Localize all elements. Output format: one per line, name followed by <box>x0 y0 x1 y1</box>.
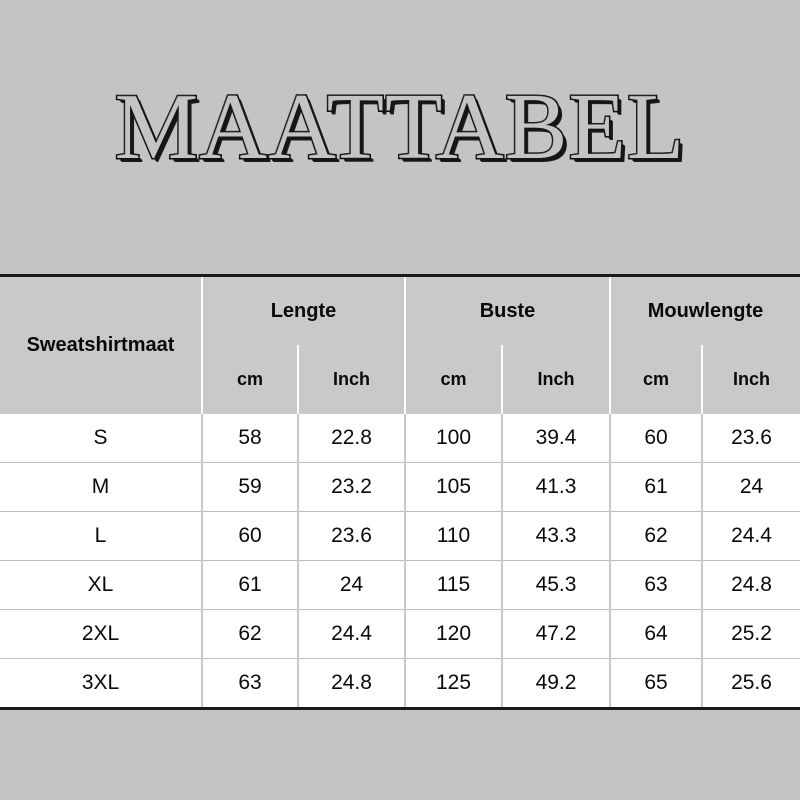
cell-buste-inch: 43.3 <box>500 511 612 561</box>
cell-lengte-inch: 24.8 <box>297 658 406 707</box>
cell-buste-inch: 49.2 <box>500 658 612 707</box>
cell-buste-cm: 105 <box>404 462 503 512</box>
cell-mouwlengte-cm: 65 <box>609 658 704 707</box>
table-row: 3XL 63 24.8 125 49.2 65 25.6 <box>0 658 800 707</box>
unit-header-lengte-inch: Inch <box>297 345 406 414</box>
cell-mouwlengte-cm: 61 <box>609 462 704 512</box>
cell-size: M <box>0 462 203 512</box>
cell-mouwlengte-inch: 24.4 <box>701 511 800 561</box>
size-table: Sweatshirtmaat Lengte Buste Mouwlengte c… <box>0 277 800 707</box>
table-header: Sweatshirtmaat Lengte Buste Mouwlengte c… <box>0 277 800 414</box>
cell-lengte-inch: 23.2 <box>297 462 406 512</box>
cell-lengte-inch: 23.6 <box>297 511 406 561</box>
cell-buste-inch: 45.3 <box>500 560 612 610</box>
unit-header-buste-cm: cm <box>404 345 503 414</box>
cell-size: S <box>0 414 203 463</box>
page-title: MAATTABEL <box>113 75 686 179</box>
table-row: 2XL 62 24.4 120 47.2 64 25.2 <box>0 609 800 659</box>
cell-buste-cm: 120 <box>404 609 503 659</box>
cell-lengte-cm: 63 <box>201 658 299 707</box>
cell-buste-inch: 41.3 <box>500 462 612 512</box>
unit-header-mouwlengte-inch: Inch <box>701 345 800 414</box>
cell-buste-cm: 110 <box>404 511 503 561</box>
cell-buste-cm: 125 <box>404 658 503 707</box>
cell-mouwlengte-inch: 24 <box>701 462 800 512</box>
cell-mouwlengte-inch: 25.2 <box>701 609 800 659</box>
column-group-header-mouwlengte: Mouwlengte <box>609 277 800 345</box>
cell-lengte-cm: 61 <box>201 560 299 610</box>
cell-mouwlengte-inch: 24.8 <box>701 560 800 610</box>
cell-lengte-inch: 24 <box>297 560 406 610</box>
unit-header-mouwlengte-cm: cm <box>609 345 704 414</box>
column-group-header-buste: Buste <box>403 277 612 345</box>
cell-size: XL <box>0 560 203 610</box>
cell-mouwlengte-inch: 25.6 <box>701 658 800 707</box>
cell-lengte-inch: 22.8 <box>297 414 406 463</box>
column-header-sweatshirtmaat: Sweatshirtmaat <box>0 277 203 414</box>
column-group-header-lengte: Lengte <box>201 277 406 345</box>
table-row: L 60 23.6 110 43.3 62 24.4 <box>0 511 800 561</box>
header-row-groups: Sweatshirtmaat Lengte Buste Mouwlengte <box>0 277 800 414</box>
cell-mouwlengte-cm: 63 <box>609 560 704 610</box>
table-row: M 59 23.2 105 41.3 61 24 <box>0 462 800 512</box>
unit-header-buste-inch: Inch <box>500 345 612 414</box>
cell-mouwlengte-inch: 23.6 <box>701 414 800 463</box>
table-row: XL 61 24 115 45.3 63 24.8 <box>0 560 800 610</box>
cell-lengte-cm: 60 <box>201 511 299 561</box>
table-body: S 58 22.8 100 39.4 60 23.6 M 59 23.2 105 41.3 61 24 L 6… <box>0 414 800 707</box>
cell-lengte-cm: 58 <box>201 414 299 463</box>
cell-buste-inch: 39.4 <box>500 414 612 463</box>
cell-lengte-cm: 62 <box>201 609 299 659</box>
cell-lengte-inch: 24.4 <box>297 609 406 659</box>
cell-mouwlengte-cm: 60 <box>609 414 704 463</box>
header-row-units: cm Inch cm Inch cm Inch <box>0 345 800 414</box>
cell-buste-cm: 100 <box>404 414 503 463</box>
cell-size: 3XL <box>0 658 203 707</box>
title-banner: MAATTABEL <box>0 62 800 192</box>
cell-size: L <box>0 511 203 561</box>
unit-header-lengte-cm: cm <box>201 345 299 414</box>
cell-lengte-cm: 59 <box>201 462 299 512</box>
table-row: S 58 22.8 100 39.4 60 23.6 <box>0 414 800 463</box>
cell-buste-inch: 47.2 <box>500 609 612 659</box>
size-table-container: Sweatshirtmaat Lengte Buste Mouwlengte c… <box>0 274 800 710</box>
cell-mouwlengte-cm: 62 <box>609 511 704 561</box>
cell-mouwlengte-cm: 64 <box>609 609 704 659</box>
cell-size: 2XL <box>0 609 203 659</box>
cell-buste-cm: 115 <box>404 560 503 610</box>
